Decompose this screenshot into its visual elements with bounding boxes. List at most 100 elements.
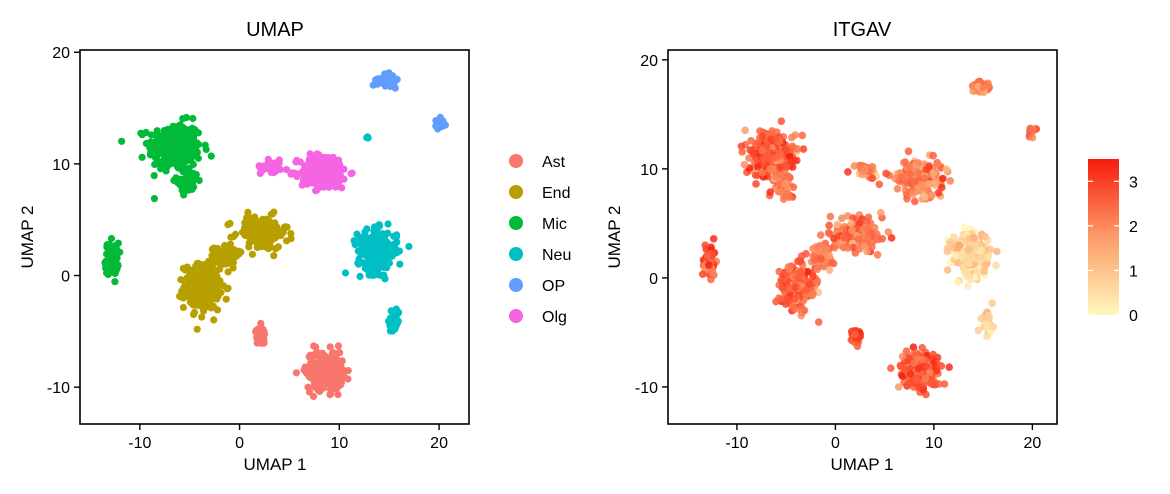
umap-point-end — [209, 286, 217, 294]
legend-key-neu — [509, 247, 523, 261]
itgav-point — [791, 283, 800, 292]
itgav-point — [905, 162, 913, 171]
itgav-point — [798, 131, 807, 140]
itgav-x-ticks: -10 0 10 20 — [725, 424, 1041, 452]
umap-point-op — [436, 122, 444, 130]
umap-point-olg — [335, 177, 343, 185]
itgav-point — [878, 235, 887, 243]
legend-key-op — [509, 278, 523, 292]
umap-point-olg — [319, 183, 327, 191]
umap-point-end — [179, 303, 187, 312]
umap-point-end — [181, 281, 189, 289]
itgav-point — [698, 270, 707, 279]
itgav-point — [849, 243, 858, 252]
umap-point-neu — [368, 263, 376, 271]
umap-point-olg — [256, 169, 264, 177]
umap-point-end — [207, 264, 215, 272]
itgav-y-tick-label: 10 — [640, 162, 658, 179]
umap-point-mic — [189, 114, 197, 123]
itgav-point — [703, 251, 712, 260]
itgav-point — [737, 142, 746, 151]
umap-x-ticks: -10 0 10 20 — [128, 424, 448, 452]
umap-point-olg — [313, 150, 321, 158]
umap-point-mic — [187, 156, 195, 164]
itgav-point — [937, 362, 946, 370]
itgav-point — [873, 251, 882, 259]
itgav-point — [758, 147, 767, 155]
itgav-point — [977, 246, 985, 255]
itgav-point — [776, 163, 784, 172]
umap-point-end — [274, 232, 282, 240]
itgav-point — [932, 367, 941, 375]
itgav-point — [707, 275, 715, 284]
umap-point-mic — [142, 128, 150, 137]
itgav-point — [920, 174, 929, 182]
itgav-point — [912, 349, 920, 357]
itgav-point — [974, 326, 983, 335]
itgav-point — [868, 243, 876, 251]
itgav-point — [785, 193, 794, 201]
itgav-point — [964, 282, 972, 290]
umap-point-end — [224, 268, 232, 276]
umap-point-mic — [138, 153, 146, 161]
itgav-point — [788, 133, 796, 142]
umap-point-end — [200, 307, 208, 315]
umap-point-mic — [162, 167, 170, 175]
umap-point-neu — [379, 243, 387, 251]
itgav-point — [782, 295, 791, 303]
umap-point-end — [224, 221, 232, 229]
itgav-point — [922, 165, 931, 174]
umap-point-neu — [341, 269, 350, 277]
itgav-point — [910, 177, 919, 186]
itgav-point — [979, 83, 987, 92]
umap-point-olg — [327, 157, 335, 165]
umap-point-mic — [166, 160, 174, 168]
itgav-point — [1028, 133, 1037, 142]
itgav-point — [821, 245, 830, 254]
umap-point-end — [210, 316, 218, 324]
itgav-point — [775, 294, 783, 303]
itgav-point — [982, 314, 991, 322]
umap-point-mic — [102, 257, 110, 265]
itgav-point — [777, 276, 785, 285]
itgav-point — [741, 126, 749, 135]
itgav-point — [953, 278, 962, 286]
itgav-point — [824, 228, 833, 237]
umap-point-end — [207, 304, 215, 312]
umap-point-end — [222, 295, 230, 303]
itgav-point — [923, 362, 931, 371]
itgav-point — [758, 132, 767, 141]
umap-point-ast — [304, 383, 312, 391]
itgav-point — [779, 195, 788, 203]
umap-point-end — [248, 227, 257, 235]
itgav-colorbar — [1088, 159, 1119, 315]
umap-point-olg — [273, 159, 281, 167]
itgav-point — [1027, 125, 1035, 133]
umap-point-mic — [167, 145, 175, 153]
umap-point-end — [270, 252, 278, 260]
umap-point-ast — [311, 359, 319, 367]
legend-label-op: OP — [542, 278, 565, 295]
itgav-point — [740, 160, 749, 169]
itgav-y-tick-label: -10 — [635, 380, 658, 397]
umap-point-mic — [103, 269, 111, 277]
itgav-point — [964, 246, 972, 254]
itgav-point — [799, 145, 808, 153]
umap-point-ast — [257, 319, 265, 327]
umap-point-olg — [309, 179, 317, 187]
umap-point-mic — [185, 126, 193, 134]
umap-point-mic — [176, 140, 184, 148]
itgav-point — [900, 174, 909, 183]
legend-key-mic — [509, 216, 523, 230]
itgav-point — [964, 254, 973, 263]
umap-point-mic — [157, 165, 165, 173]
itgav-point — [809, 272, 817, 281]
itgav-point — [862, 217, 871, 225]
itgav-point — [754, 163, 762, 171]
itgav-point — [787, 157, 795, 166]
umap-point-olg — [327, 165, 335, 173]
umap-point-neu — [381, 275, 389, 283]
umap-point-ast — [253, 338, 261, 347]
umap-legend: Ast End Mic Neu OP Olg — [509, 154, 571, 326]
umap-point-ast — [315, 368, 323, 377]
